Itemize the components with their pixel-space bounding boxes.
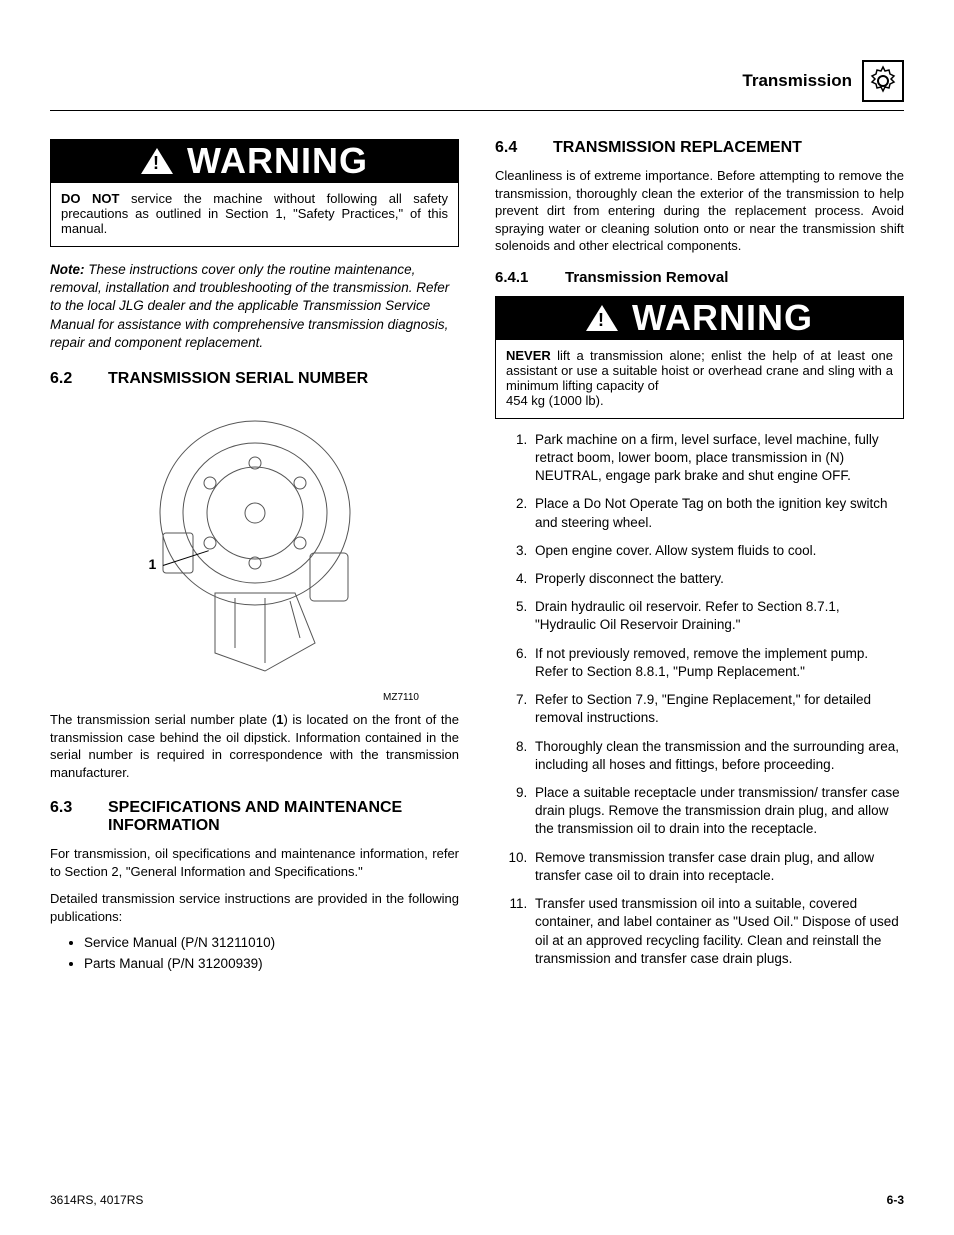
section-number: 6.4 [495,139,527,157]
warning-body: DO NOT service the machine without follo… [50,183,459,247]
alert-icon [141,148,173,174]
section-6-4-heading: 6.4 TRANSMISSION REPLACEMENT [495,139,904,157]
publication-list: Service Manual (P/N 31211010) Parts Manu… [50,935,459,971]
s62-paragraph: The transmission serial number plate (1)… [50,711,459,781]
step-item: Drain hydraulic oil reservoir. Refer to … [531,598,904,634]
note-prefix: Note: [50,262,85,277]
left-column: WARNING DO NOT service the machine witho… [50,139,459,978]
note-text: These instructions cover only the routin… [50,262,449,350]
section-title: TRANSMISSION REPLACEMENT [553,139,802,157]
step-item: Transfer used transmission oil into a su… [531,895,904,968]
step-item: Thoroughly clean the transmission and th… [531,738,904,774]
step-item: Place a suitable receptacle under transm… [531,784,904,839]
warning-body-text: lift a transmission alone; enlist the he… [506,348,893,393]
figure-image: 1 [105,398,405,688]
section-number: 6.3 [50,799,82,835]
section-number: 6.2 [50,370,82,388]
footer-model: 3614RS, 4017RS [50,1193,143,1207]
warning-emphasis: NEVER [506,348,551,363]
transmission-figure: 1 MZ7110 [50,398,459,703]
alert-icon [586,305,618,331]
list-item: Parts Manual (P/N 31200939) [84,956,459,971]
step-item: Properly disconnect the battery. [531,570,904,588]
subsection-title: Transmission Removal [565,269,728,286]
gear-icon [866,64,900,98]
figure-callout-1: 1 [149,556,157,572]
warning-label: WARNING [632,300,813,336]
warning-box-2: WARNING NEVER lift a transmission alone;… [495,296,904,419]
warning-body-line2: 454 kg (1000 lb). [506,393,604,408]
page-header: Transmission [50,60,904,111]
warning-emphasis: DO NOT [61,191,119,206]
page-footer: 3614RS, 4017RS 6-3 [50,1193,904,1207]
section-title: SPECIFICATIONS AND MAINTENANCE INFORMATI… [108,799,459,835]
list-item: Service Manual (P/N 31211010) [84,935,459,950]
step-item: Refer to Section 7.9, "Engine Replacemen… [531,691,904,727]
removal-steps: Park machine on a firm, level surface, l… [495,431,904,968]
header-title: Transmission [742,71,852,91]
warning-box-1: WARNING DO NOT service the machine witho… [50,139,459,247]
warning-label: WARNING [187,143,368,179]
section-title: TRANSMISSION SERIAL NUMBER [108,370,368,388]
subsection-number: 6.4.1 [495,269,539,286]
footer-page-number: 6-3 [887,1193,904,1207]
warning-body-text: service the machine without following al… [61,191,448,236]
s63-p2: Detailed transmission service instructio… [50,890,459,925]
section-6-3-heading: 6.3 SPECIFICATIONS AND MAINTENANCE INFOR… [50,799,459,835]
content-columns: WARNING DO NOT service the machine witho… [50,139,904,978]
warning-banner: WARNING [495,296,904,340]
figure-id: MZ7110 [383,692,419,703]
step-item: Place a Do Not Operate Tag on both the i… [531,495,904,531]
step-item: Open engine cover. Allow system fluids t… [531,542,904,560]
transmission-drawing [115,403,395,683]
s63-p1: For transmission, oil specifications and… [50,845,459,880]
step-item: If not previously removed, remove the im… [531,645,904,681]
warning-banner: WARNING [50,139,459,183]
section-6-2-heading: 6.2 TRANSMISSION SERIAL NUMBER [50,370,459,388]
right-column: 6.4 TRANSMISSION REPLACEMENT Cleanliness… [495,139,904,978]
gear-icon-box [862,60,904,102]
s64-p1: Cleanliness is of extreme importance. Be… [495,167,904,255]
section-6-4-1-heading: 6.4.1 Transmission Removal [495,269,904,286]
step-item: Remove transmission transfer case drain … [531,849,904,885]
warning-body: NEVER lift a transmission alone; enlist … [495,340,904,419]
note-paragraph: Note: These instructions cover only the … [50,261,459,352]
step-item: Park machine on a firm, level surface, l… [531,431,904,486]
